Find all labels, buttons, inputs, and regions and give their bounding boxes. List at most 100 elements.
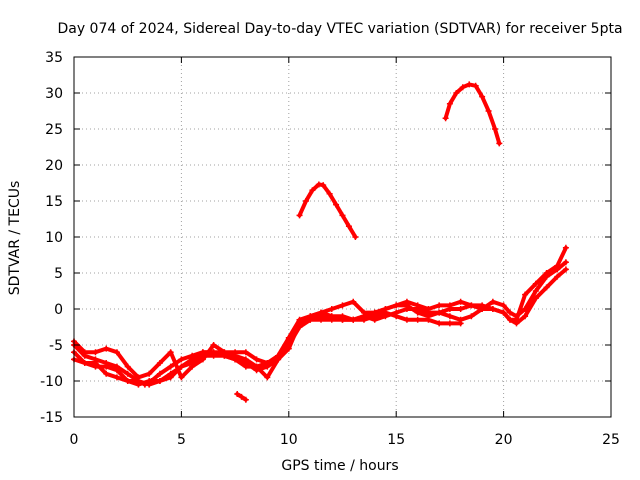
data-point [167, 363, 174, 370]
data-point [92, 349, 99, 356]
data-point [352, 234, 359, 240]
data-point [472, 82, 479, 89]
x-tick-label: 10 [280, 432, 298, 448]
data-point [457, 298, 464, 305]
data-point [242, 349, 249, 356]
data-point [339, 316, 346, 323]
data-point [264, 360, 271, 366]
series-afternoon-arc [442, 81, 503, 147]
data-point [167, 349, 174, 356]
data-point [124, 370, 131, 377]
y-tick-label: -15 [40, 410, 63, 426]
data-point [459, 84, 466, 91]
data-point [326, 190, 333, 197]
data-point [81, 349, 88, 356]
data-point [442, 115, 449, 122]
data-point [513, 313, 520, 320]
y-tick-label: 0 [54, 302, 63, 318]
data-point [532, 280, 539, 287]
data-point [103, 363, 110, 370]
data-point [339, 302, 346, 309]
data-point [554, 273, 561, 280]
data-point [436, 302, 443, 309]
data-point [468, 302, 475, 309]
data-point [296, 320, 303, 327]
x-axis-label: GPS time / hours [281, 458, 398, 474]
axis-ticks: 0 5 10 15 20 25 -15 -10 -5 0 5 10 15 20 25 30 35 [40, 50, 620, 448]
data-point [146, 381, 153, 388]
y-tick-label: 20 [45, 158, 63, 174]
data-point [210, 349, 217, 356]
data-point [103, 370, 110, 377]
data-point [320, 182, 327, 189]
data-point [328, 316, 335, 323]
y-tick-label: 10 [45, 230, 63, 246]
data-point [403, 302, 410, 309]
data-point [543, 284, 550, 291]
data-point [446, 320, 453, 327]
data-point [146, 370, 153, 377]
series-line [443, 82, 502, 146]
data-point [199, 349, 206, 356]
data-point [360, 316, 367, 323]
data-point [302, 198, 309, 204]
data-point [103, 345, 110, 352]
x-tick-label: 20 [495, 432, 513, 448]
data-point [242, 363, 249, 370]
data-point [285, 338, 292, 345]
data-point [543, 273, 550, 280]
data-point [135, 378, 142, 384]
data-point [156, 360, 163, 366]
data-point [554, 266, 561, 273]
data-point [92, 360, 99, 366]
data-point [382, 309, 389, 316]
data-point [199, 356, 206, 363]
data-point [350, 316, 357, 323]
x-tick-label: 5 [177, 432, 186, 448]
data-point [425, 316, 432, 323]
data-point [210, 342, 217, 348]
data-point [446, 100, 453, 107]
data-point [156, 370, 163, 377]
data-point [296, 212, 303, 219]
series-line [297, 182, 358, 239]
data-point [167, 370, 174, 377]
data-point [178, 374, 185, 381]
data-point [242, 396, 249, 403]
x-tick-label: 15 [387, 432, 405, 448]
data-point [507, 316, 514, 323]
series-line [72, 310, 463, 387]
y-tick-label: 30 [45, 86, 63, 102]
data-point [489, 306, 496, 312]
data-point [393, 302, 400, 309]
data-point [489, 298, 496, 305]
data-point [479, 93, 486, 100]
data-point [264, 374, 271, 381]
data-point [253, 356, 260, 363]
data-point [492, 126, 499, 132]
series-main-track-d [71, 309, 464, 388]
data-point [500, 302, 507, 309]
data-point [178, 363, 185, 370]
data-point [403, 316, 410, 323]
series-isolated-segment [234, 390, 249, 403]
data-point [522, 291, 529, 298]
data-point [436, 320, 443, 327]
data-point [309, 187, 316, 194]
data-point [457, 320, 464, 327]
series-line [72, 267, 568, 387]
data-point [189, 356, 196, 363]
data-point [238, 393, 245, 400]
data-point [275, 356, 282, 363]
data-point [339, 212, 346, 219]
data-point [485, 108, 492, 114]
data-point [124, 378, 131, 384]
data-series [71, 81, 569, 403]
data-point [522, 313, 529, 320]
data-point [562, 266, 569, 273]
data-point [189, 363, 196, 370]
series-noon-arc [296, 181, 359, 240]
y-tick-label: 15 [45, 194, 63, 210]
x-tick-label: 0 [70, 432, 79, 448]
